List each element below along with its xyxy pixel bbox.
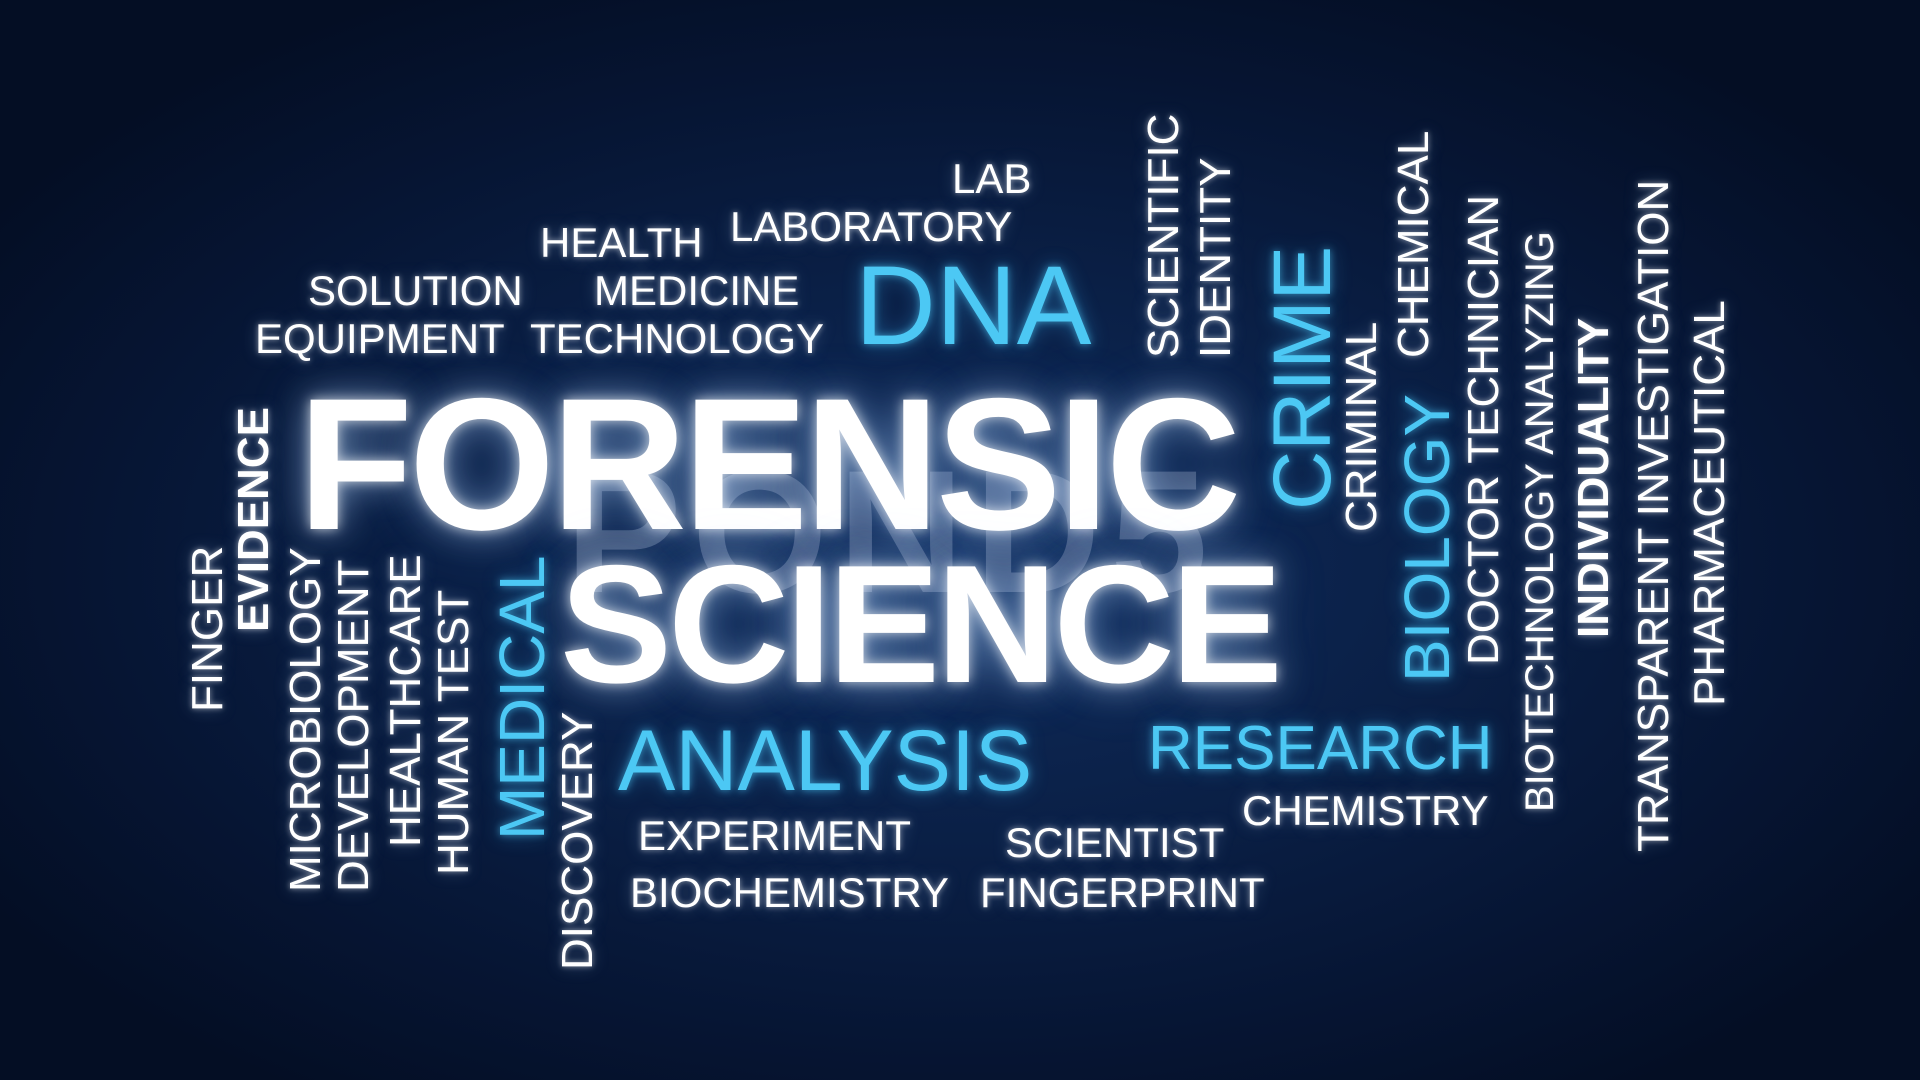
word-chemical: CHEMICAL xyxy=(1389,130,1438,358)
word-experiment: EXPERIMENT xyxy=(638,812,912,859)
word-lab: LAB xyxy=(952,155,1032,202)
word-microbiology: MICROBIOLOGY xyxy=(281,547,330,892)
word-laboratory: LABORATORY xyxy=(730,203,1013,250)
word-forensic: FORENSIC xyxy=(298,359,1241,569)
word-fingerprint: FINGERPRINT xyxy=(980,869,1265,916)
word-transparent-investigation: TRANSPARENT INVESTIGATION xyxy=(1629,179,1678,852)
word-biology: BIOLOGY xyxy=(1391,393,1463,682)
pond5-watermark: POND5 xyxy=(565,435,1218,630)
word-individuality: INDIVIDUALITY xyxy=(1569,317,1618,638)
word-medicine: MEDICINE xyxy=(594,267,800,314)
word-identity: IDENTITY xyxy=(1191,157,1240,358)
word-crime: CRIME xyxy=(1257,245,1348,510)
word-healthcare: HEALTHCARE xyxy=(381,554,430,847)
word-chemistry: CHEMISTRY xyxy=(1242,787,1489,834)
word-discovery: DISCOVERY xyxy=(553,711,602,970)
word-dna: DNA xyxy=(855,243,1092,368)
word-pharmaceutical: PHARMACEUTICAL xyxy=(1685,300,1734,706)
word-technology: TECHNOLOGY xyxy=(530,315,825,362)
word-doctor-technician: DOCTOR TECHNICIAN xyxy=(1459,194,1508,665)
word-finger: FINGER xyxy=(183,545,232,712)
word-analysis: ANALYSIS xyxy=(618,713,1033,809)
word-science: SCIENCE xyxy=(560,530,1283,718)
word-biotechnology-analyzing: BIOTECHNOLOGY ANALYZING xyxy=(1518,231,1562,812)
word-scientist: SCIENTIST xyxy=(1005,819,1225,866)
word-human-test: HUMAN TEST xyxy=(429,589,478,875)
word-criminal: CRIMINAL xyxy=(1337,321,1386,532)
word-solution: SOLUTION xyxy=(308,267,523,314)
word-development: DEVELOPMENT xyxy=(329,559,378,892)
word-equipment: EQUIPMENT xyxy=(255,315,505,362)
word-biochemistry: BIOCHEMISTRY xyxy=(630,869,949,916)
word-evidence: EVIDENCE xyxy=(229,407,278,632)
word-medical: MEDICAL xyxy=(486,555,558,841)
word-scientific: SCIENTIFIC xyxy=(1139,113,1188,358)
word-research: RESEARCH xyxy=(1148,714,1493,783)
word-health: HEALTH xyxy=(540,219,703,266)
